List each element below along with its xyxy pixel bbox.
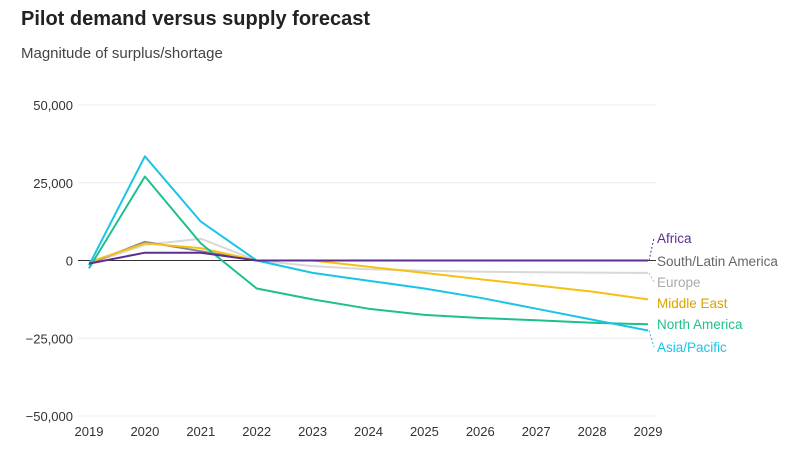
series-label: Asia/Pacific [657, 340, 727, 355]
x-tick-label: 2024 [354, 424, 383, 439]
x-tick-label: 2026 [466, 424, 495, 439]
series-line-middle-east [88, 242, 649, 301]
x-tick-label: 2025 [410, 424, 439, 439]
chart-title: Pilot demand versus supply forecast [21, 8, 370, 30]
series-line-asia-pacific [88, 155, 649, 332]
y-tick-label: −25,000 [26, 331, 73, 346]
x-tick-label: 2029 [634, 424, 663, 439]
series-label: Europe [657, 275, 701, 290]
series-line-africa [88, 251, 648, 265]
x-tick-label: 2022 [242, 424, 271, 439]
series-label: Middle East [657, 296, 728, 311]
label-connector [648, 237, 655, 261]
label-connector [648, 330, 655, 348]
chart-subtitle: Magnitude of surplus/shortage [21, 45, 223, 62]
x-tick-label: 2028 [578, 424, 607, 439]
x-tick-label: 2020 [130, 424, 159, 439]
series-line-europe [88, 237, 649, 274]
x-tick-label: 2027 [522, 424, 551, 439]
series-label: Africa [657, 231, 692, 246]
x-tick-label: 2021 [186, 424, 215, 439]
y-tick-label: 50,000 [33, 98, 73, 113]
x-tick-label: 2019 [75, 424, 104, 439]
y-tick-label: 25,000 [33, 176, 73, 191]
y-tick-label: −50,000 [26, 409, 73, 424]
series-line-north-america [88, 175, 649, 326]
y-tick-label: 0 [66, 254, 73, 269]
series-label: North America [657, 317, 743, 332]
series-label: South/Latin America [657, 254, 778, 269]
label-connector [648, 272, 655, 283]
x-tick-label: 2023 [298, 424, 327, 439]
